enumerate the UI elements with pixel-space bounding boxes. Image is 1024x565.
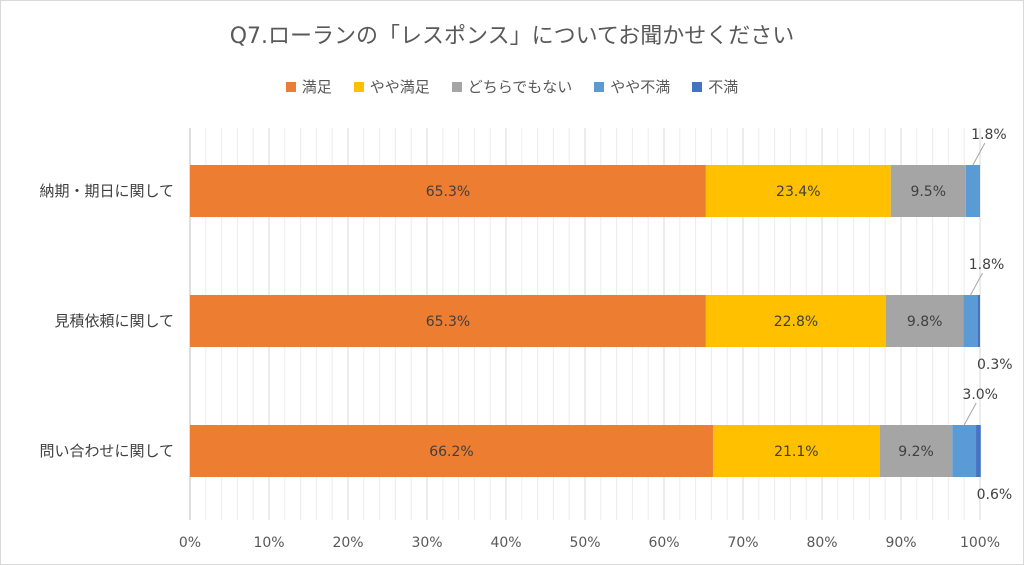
legend-label: 満足 [301, 78, 332, 96]
x-tick-label: 10% [253, 535, 284, 551]
bar-segment [190, 165, 706, 217]
legend-label: やや不満 [610, 78, 671, 96]
category-label: 納期・期日に関して [39, 182, 174, 200]
x-tick-label: 100% [960, 535, 1000, 551]
data-label: 1.8% [971, 127, 1007, 143]
data-label: 9.8% [907, 314, 943, 330]
legend-item-series-3: やや不満 [594, 76, 670, 97]
bar-segment [885, 295, 964, 347]
data-label: 65.3% [426, 184, 470, 200]
legend-swatch [353, 81, 364, 92]
leader-line [970, 272, 983, 296]
legend-item-series-0: 満足 [285, 76, 332, 97]
data-label: 22.8% [774, 314, 818, 330]
x-tick-label: 0% [179, 535, 201, 551]
bar-segment [952, 425, 977, 477]
leader-line [972, 142, 986, 166]
bar-segment [977, 295, 980, 347]
data-label: 9.2% [898, 444, 934, 460]
x-tick-label: 80% [806, 535, 837, 551]
x-tick-label: 20% [332, 535, 363, 551]
legend-swatch [285, 81, 296, 92]
legend-item-series-1: やや満足 [353, 76, 430, 97]
x-tick-label: 60% [648, 535, 679, 551]
x-tick-label: 90% [885, 535, 916, 551]
data-label: 9.5% [910, 184, 946, 200]
category-label: 見積依頼に関して [54, 312, 174, 330]
chart-legend: 満足 やや満足 どちらでもない やや不満 不満 [0, 76, 1024, 97]
bar-segment [890, 165, 966, 217]
legend-swatch [692, 81, 703, 92]
bar-segment [190, 295, 706, 347]
x-tick-label: 50% [569, 535, 600, 551]
bar-segment [976, 425, 981, 477]
legend-swatch [594, 81, 605, 92]
bar-segment [190, 425, 713, 477]
legend-swatch [451, 81, 462, 92]
legend-item-series-2: どちらでもない [451, 76, 573, 97]
bar-segment [712, 425, 880, 477]
data-label: 23.4% [776, 184, 820, 200]
legend-label: やや満足 [369, 78, 430, 96]
legend-label: 不満 [708, 78, 739, 96]
data-label: 0.6% [977, 487, 1013, 503]
category-label: 問い合わせに関して [39, 442, 174, 460]
bar-segment [705, 165, 891, 217]
bar-segment [965, 165, 980, 217]
bar-segment [879, 425, 953, 477]
x-tick-label: 70% [727, 535, 758, 551]
chart-title: Q7.ローランの「レスポンス」についてお聞かせください [229, 24, 795, 49]
data-label: 65.3% [426, 314, 470, 330]
x-tick-label: 30% [411, 535, 442, 551]
legend-item-series-4: 不満 [692, 76, 738, 97]
data-label: 0.3% [977, 357, 1013, 373]
leader-line [963, 402, 977, 426]
bar-segment [963, 295, 978, 347]
data-label: 21.1% [774, 444, 818, 460]
data-label: 3.0% [962, 387, 998, 403]
data-label: 1.8% [969, 257, 1005, 273]
data-label: 66.2% [429, 444, 473, 460]
bar-segment [705, 295, 886, 347]
legend-label: どちらでもない [467, 78, 573, 96]
x-tick-label: 40% [490, 535, 521, 551]
